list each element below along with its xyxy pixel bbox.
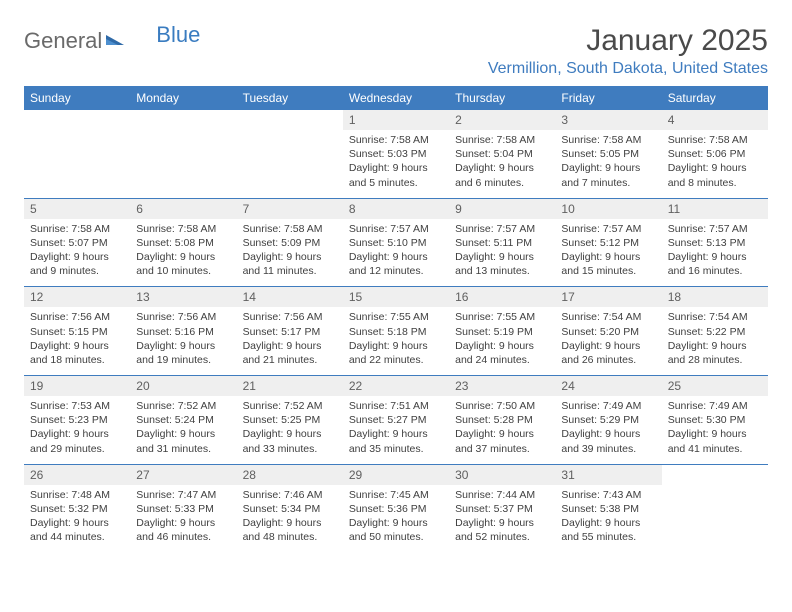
day-details: Sunrise: 7:57 AMSunset: 5:11 PMDaylight:… (449, 219, 555, 287)
day-number (662, 464, 768, 485)
day-details: Sunrise: 7:58 AMSunset: 5:05 PMDaylight:… (555, 130, 661, 198)
weekday-monday: Monday (130, 86, 236, 110)
weekday-header-row: Sunday Monday Tuesday Wednesday Thursday… (24, 86, 768, 110)
day-number: 26 (24, 464, 130, 485)
day-number: 11 (662, 198, 768, 219)
day-number: 3 (555, 110, 661, 130)
weekday-wednesday: Wednesday (343, 86, 449, 110)
day-details: Sunrise: 7:55 AMSunset: 5:19 PMDaylight:… (449, 307, 555, 375)
weekday-sunday: Sunday (24, 86, 130, 110)
day-number: 22 (343, 376, 449, 397)
day-details: Sunrise: 7:58 AMSunset: 5:04 PMDaylight:… (449, 130, 555, 198)
day-details (662, 485, 768, 553)
day-number: 10 (555, 198, 661, 219)
daynum-row: 19202122232425 (24, 376, 768, 397)
month-title: January 2025 (488, 24, 768, 58)
day-details: Sunrise: 7:58 AMSunset: 5:08 PMDaylight:… (130, 219, 236, 287)
day-details: Sunrise: 7:58 AMSunset: 5:03 PMDaylight:… (343, 130, 449, 198)
title-block: January 2025 Vermillion, South Dakota, U… (488, 24, 768, 78)
logo-text-blue: Blue (156, 22, 200, 48)
day-number: 9 (449, 198, 555, 219)
day-details: Sunrise: 7:57 AMSunset: 5:10 PMDaylight:… (343, 219, 449, 287)
daynum-row: 262728293031 (24, 464, 768, 485)
day-number: 16 (449, 287, 555, 308)
day-number: 20 (130, 376, 236, 397)
day-details: Sunrise: 7:56 AMSunset: 5:16 PMDaylight:… (130, 307, 236, 375)
day-details: Sunrise: 7:51 AMSunset: 5:27 PMDaylight:… (343, 396, 449, 464)
day-details: Sunrise: 7:43 AMSunset: 5:38 PMDaylight:… (555, 485, 661, 553)
day-details: Sunrise: 7:52 AMSunset: 5:25 PMDaylight:… (237, 396, 343, 464)
day-details: Sunrise: 7:52 AMSunset: 5:24 PMDaylight:… (130, 396, 236, 464)
day-details: Sunrise: 7:48 AMSunset: 5:32 PMDaylight:… (24, 485, 130, 553)
day-details: Sunrise: 7:49 AMSunset: 5:30 PMDaylight:… (662, 396, 768, 464)
calendar-body: 1234Sunrise: 7:58 AMSunset: 5:03 PMDayli… (24, 110, 768, 552)
day-details: Sunrise: 7:57 AMSunset: 5:13 PMDaylight:… (662, 219, 768, 287)
detail-row: Sunrise: 7:48 AMSunset: 5:32 PMDaylight:… (24, 485, 768, 553)
day-details: Sunrise: 7:47 AMSunset: 5:33 PMDaylight:… (130, 485, 236, 553)
detail-row: Sunrise: 7:58 AMSunset: 5:03 PMDaylight:… (24, 130, 768, 198)
detail-row: Sunrise: 7:56 AMSunset: 5:15 PMDaylight:… (24, 307, 768, 375)
day-number: 21 (237, 376, 343, 397)
day-number: 6 (130, 198, 236, 219)
logo-flag-icon (106, 31, 128, 52)
day-number: 19 (24, 376, 130, 397)
day-details: Sunrise: 7:58 AMSunset: 5:09 PMDaylight:… (237, 219, 343, 287)
detail-row: Sunrise: 7:58 AMSunset: 5:07 PMDaylight:… (24, 219, 768, 287)
day-number: 13 (130, 287, 236, 308)
day-number: 17 (555, 287, 661, 308)
location-text: Vermillion, South Dakota, United States (488, 60, 768, 78)
day-number: 30 (449, 464, 555, 485)
calendar-table: Sunday Monday Tuesday Wednesday Thursday… (24, 86, 768, 552)
day-details: Sunrise: 7:56 AMSunset: 5:15 PMDaylight:… (24, 307, 130, 375)
day-details: Sunrise: 7:45 AMSunset: 5:36 PMDaylight:… (343, 485, 449, 553)
day-details: Sunrise: 7:54 AMSunset: 5:20 PMDaylight:… (555, 307, 661, 375)
day-number: 24 (555, 376, 661, 397)
day-number: 12 (24, 287, 130, 308)
day-details: Sunrise: 7:58 AMSunset: 5:07 PMDaylight:… (24, 219, 130, 287)
day-number: 27 (130, 464, 236, 485)
day-details: Sunrise: 7:46 AMSunset: 5:34 PMDaylight:… (237, 485, 343, 553)
day-number: 7 (237, 198, 343, 219)
day-details: Sunrise: 7:49 AMSunset: 5:29 PMDaylight:… (555, 396, 661, 464)
daynum-row: 567891011 (24, 198, 768, 219)
day-number: 5 (24, 198, 130, 219)
weekday-saturday: Saturday (662, 86, 768, 110)
day-number: 15 (343, 287, 449, 308)
day-number: 14 (237, 287, 343, 308)
weekday-thursday: Thursday (449, 86, 555, 110)
day-number (237, 110, 343, 130)
day-details: Sunrise: 7:58 AMSunset: 5:06 PMDaylight:… (662, 130, 768, 198)
day-number: 31 (555, 464, 661, 485)
day-number: 23 (449, 376, 555, 397)
day-number: 4 (662, 110, 768, 130)
day-details: Sunrise: 7:54 AMSunset: 5:22 PMDaylight:… (662, 307, 768, 375)
day-details (130, 130, 236, 198)
day-details: Sunrise: 7:50 AMSunset: 5:28 PMDaylight:… (449, 396, 555, 464)
day-details: Sunrise: 7:44 AMSunset: 5:37 PMDaylight:… (449, 485, 555, 553)
day-number: 1 (343, 110, 449, 130)
logo: General Blue (24, 28, 200, 54)
day-number: 25 (662, 376, 768, 397)
day-number (24, 110, 130, 130)
day-number: 28 (237, 464, 343, 485)
day-number (130, 110, 236, 130)
day-details (24, 130, 130, 198)
weekday-friday: Friday (555, 86, 661, 110)
day-number: 29 (343, 464, 449, 485)
header: General Blue January 2025 Vermillion, So… (24, 24, 768, 78)
day-details: Sunrise: 7:55 AMSunset: 5:18 PMDaylight:… (343, 307, 449, 375)
day-number: 18 (662, 287, 768, 308)
day-details (237, 130, 343, 198)
detail-row: Sunrise: 7:53 AMSunset: 5:23 PMDaylight:… (24, 396, 768, 464)
daynum-row: 12131415161718 (24, 287, 768, 308)
day-details: Sunrise: 7:56 AMSunset: 5:17 PMDaylight:… (237, 307, 343, 375)
day-number: 8 (343, 198, 449, 219)
logo-text-general: General (24, 28, 102, 54)
weekday-tuesday: Tuesday (237, 86, 343, 110)
day-number: 2 (449, 110, 555, 130)
daynum-row: 1234 (24, 110, 768, 130)
day-details: Sunrise: 7:57 AMSunset: 5:12 PMDaylight:… (555, 219, 661, 287)
day-details: Sunrise: 7:53 AMSunset: 5:23 PMDaylight:… (24, 396, 130, 464)
